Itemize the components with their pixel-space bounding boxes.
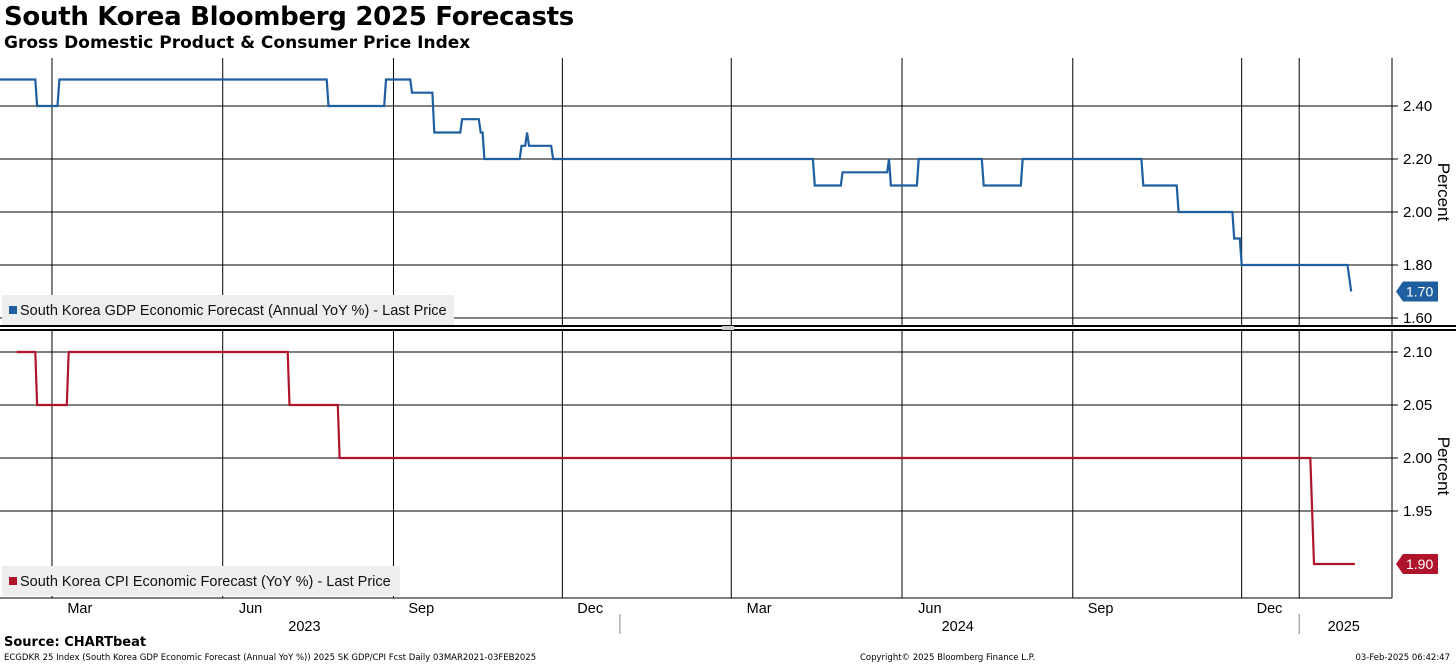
x-month-label: Jun xyxy=(918,601,941,617)
y-axis-title: Percent xyxy=(1434,163,1453,222)
x-year-label: 2024 xyxy=(942,619,974,635)
y-axis-title: Percent xyxy=(1434,437,1453,496)
x-month-label: Dec xyxy=(577,601,603,617)
chart-panel-gdp: 2.40 2.20 2.00 1.80 1.60 Percent 1.70 South Kor… xyxy=(0,58,1453,327)
footer-timestamp: 03-Feb-2025 06:42:47 xyxy=(1355,653,1450,663)
y-tick-label: 1.60 xyxy=(1403,310,1432,327)
y-tick-label: 2.20 xyxy=(1403,151,1432,168)
y-tick-label: 2.05 xyxy=(1403,397,1432,414)
footer-ticker-info: ECGDKR 25 Index (South Korea GDP Economi… xyxy=(4,653,537,663)
legend-box xyxy=(2,566,400,596)
last-value-label: 1.70 xyxy=(1406,284,1433,300)
y-tick-label: 1.80 xyxy=(1403,257,1432,274)
panel-resize-handle xyxy=(722,326,734,330)
x-month-label: Mar xyxy=(747,601,772,617)
legend-box xyxy=(2,295,454,325)
footer-copyright: Copyright© 2025 Bloomberg Finance L.P. xyxy=(860,653,1036,663)
last-value-badge xyxy=(1396,281,1438,302)
x-month-label: Jun xyxy=(239,601,262,617)
series-line-cpi xyxy=(16,350,1355,566)
legend-label: South Korea CPI Economic Forecast (YoY %… xyxy=(20,574,391,590)
x-year-label: 2025 xyxy=(1328,619,1360,635)
last-value-label: 1.90 xyxy=(1406,556,1433,572)
legend-swatch xyxy=(9,306,17,314)
y-tick-label: 2.10 xyxy=(1403,344,1432,361)
x-month-label: Sep xyxy=(1088,601,1114,617)
series-line-gdp xyxy=(0,78,1353,292)
legend-label: South Korea GDP Economic Forecast (Annua… xyxy=(20,303,447,319)
x-month-label: Mar xyxy=(67,601,92,617)
x-month-label: Dec xyxy=(1257,601,1283,617)
chart-subtitle: Gross Domestic Product & Consumer Price … xyxy=(4,33,471,53)
y-tick-label: 1.95 xyxy=(1403,503,1432,520)
y-tick-label: 2.00 xyxy=(1403,204,1432,221)
chart-title: South Korea Bloomberg 2025 Forecasts xyxy=(4,2,574,32)
x-month-label: Sep xyxy=(408,601,434,617)
y-tick-label: 2.40 xyxy=(1403,98,1432,115)
legend-swatch xyxy=(9,577,17,585)
y-tick-label: 2.00 xyxy=(1403,450,1432,467)
source-note: Source: CHARTbeat xyxy=(4,635,147,650)
last-value-badge xyxy=(1396,554,1438,574)
x-year-label: 2023 xyxy=(288,619,320,635)
